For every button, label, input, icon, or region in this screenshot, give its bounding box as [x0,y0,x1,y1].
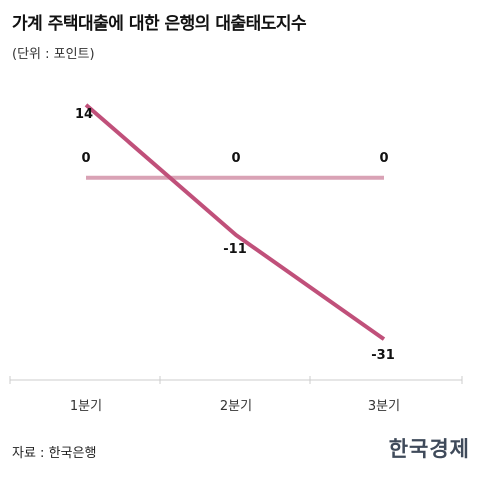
chart-unit: (단위 : 포인트) [12,47,95,62]
chart-title: 가계 주택대출에 대한 은행의 대출태도지수 [12,14,307,34]
x-tick-label: 1분기 [70,399,102,414]
line-chart: 1분기 2분기 3분기 0 0 0 14 -11 -31 [9,103,463,414]
publisher-logo: 한국경제 [388,436,470,461]
main-data-label: -11 [223,242,247,257]
source-note: 자료 : 한국은행 [12,446,97,461]
main-data-label: -31 [371,348,395,363]
zero-data-label: 0 [379,151,388,166]
x-tick-label: 3분기 [368,399,400,414]
x-tick-label: 2분기 [220,399,252,414]
zero-data-label: 0 [81,151,90,166]
zero-data-label: 0 [231,151,240,166]
main-series-line [84,103,386,341]
main-data-label: 14 [75,107,93,122]
